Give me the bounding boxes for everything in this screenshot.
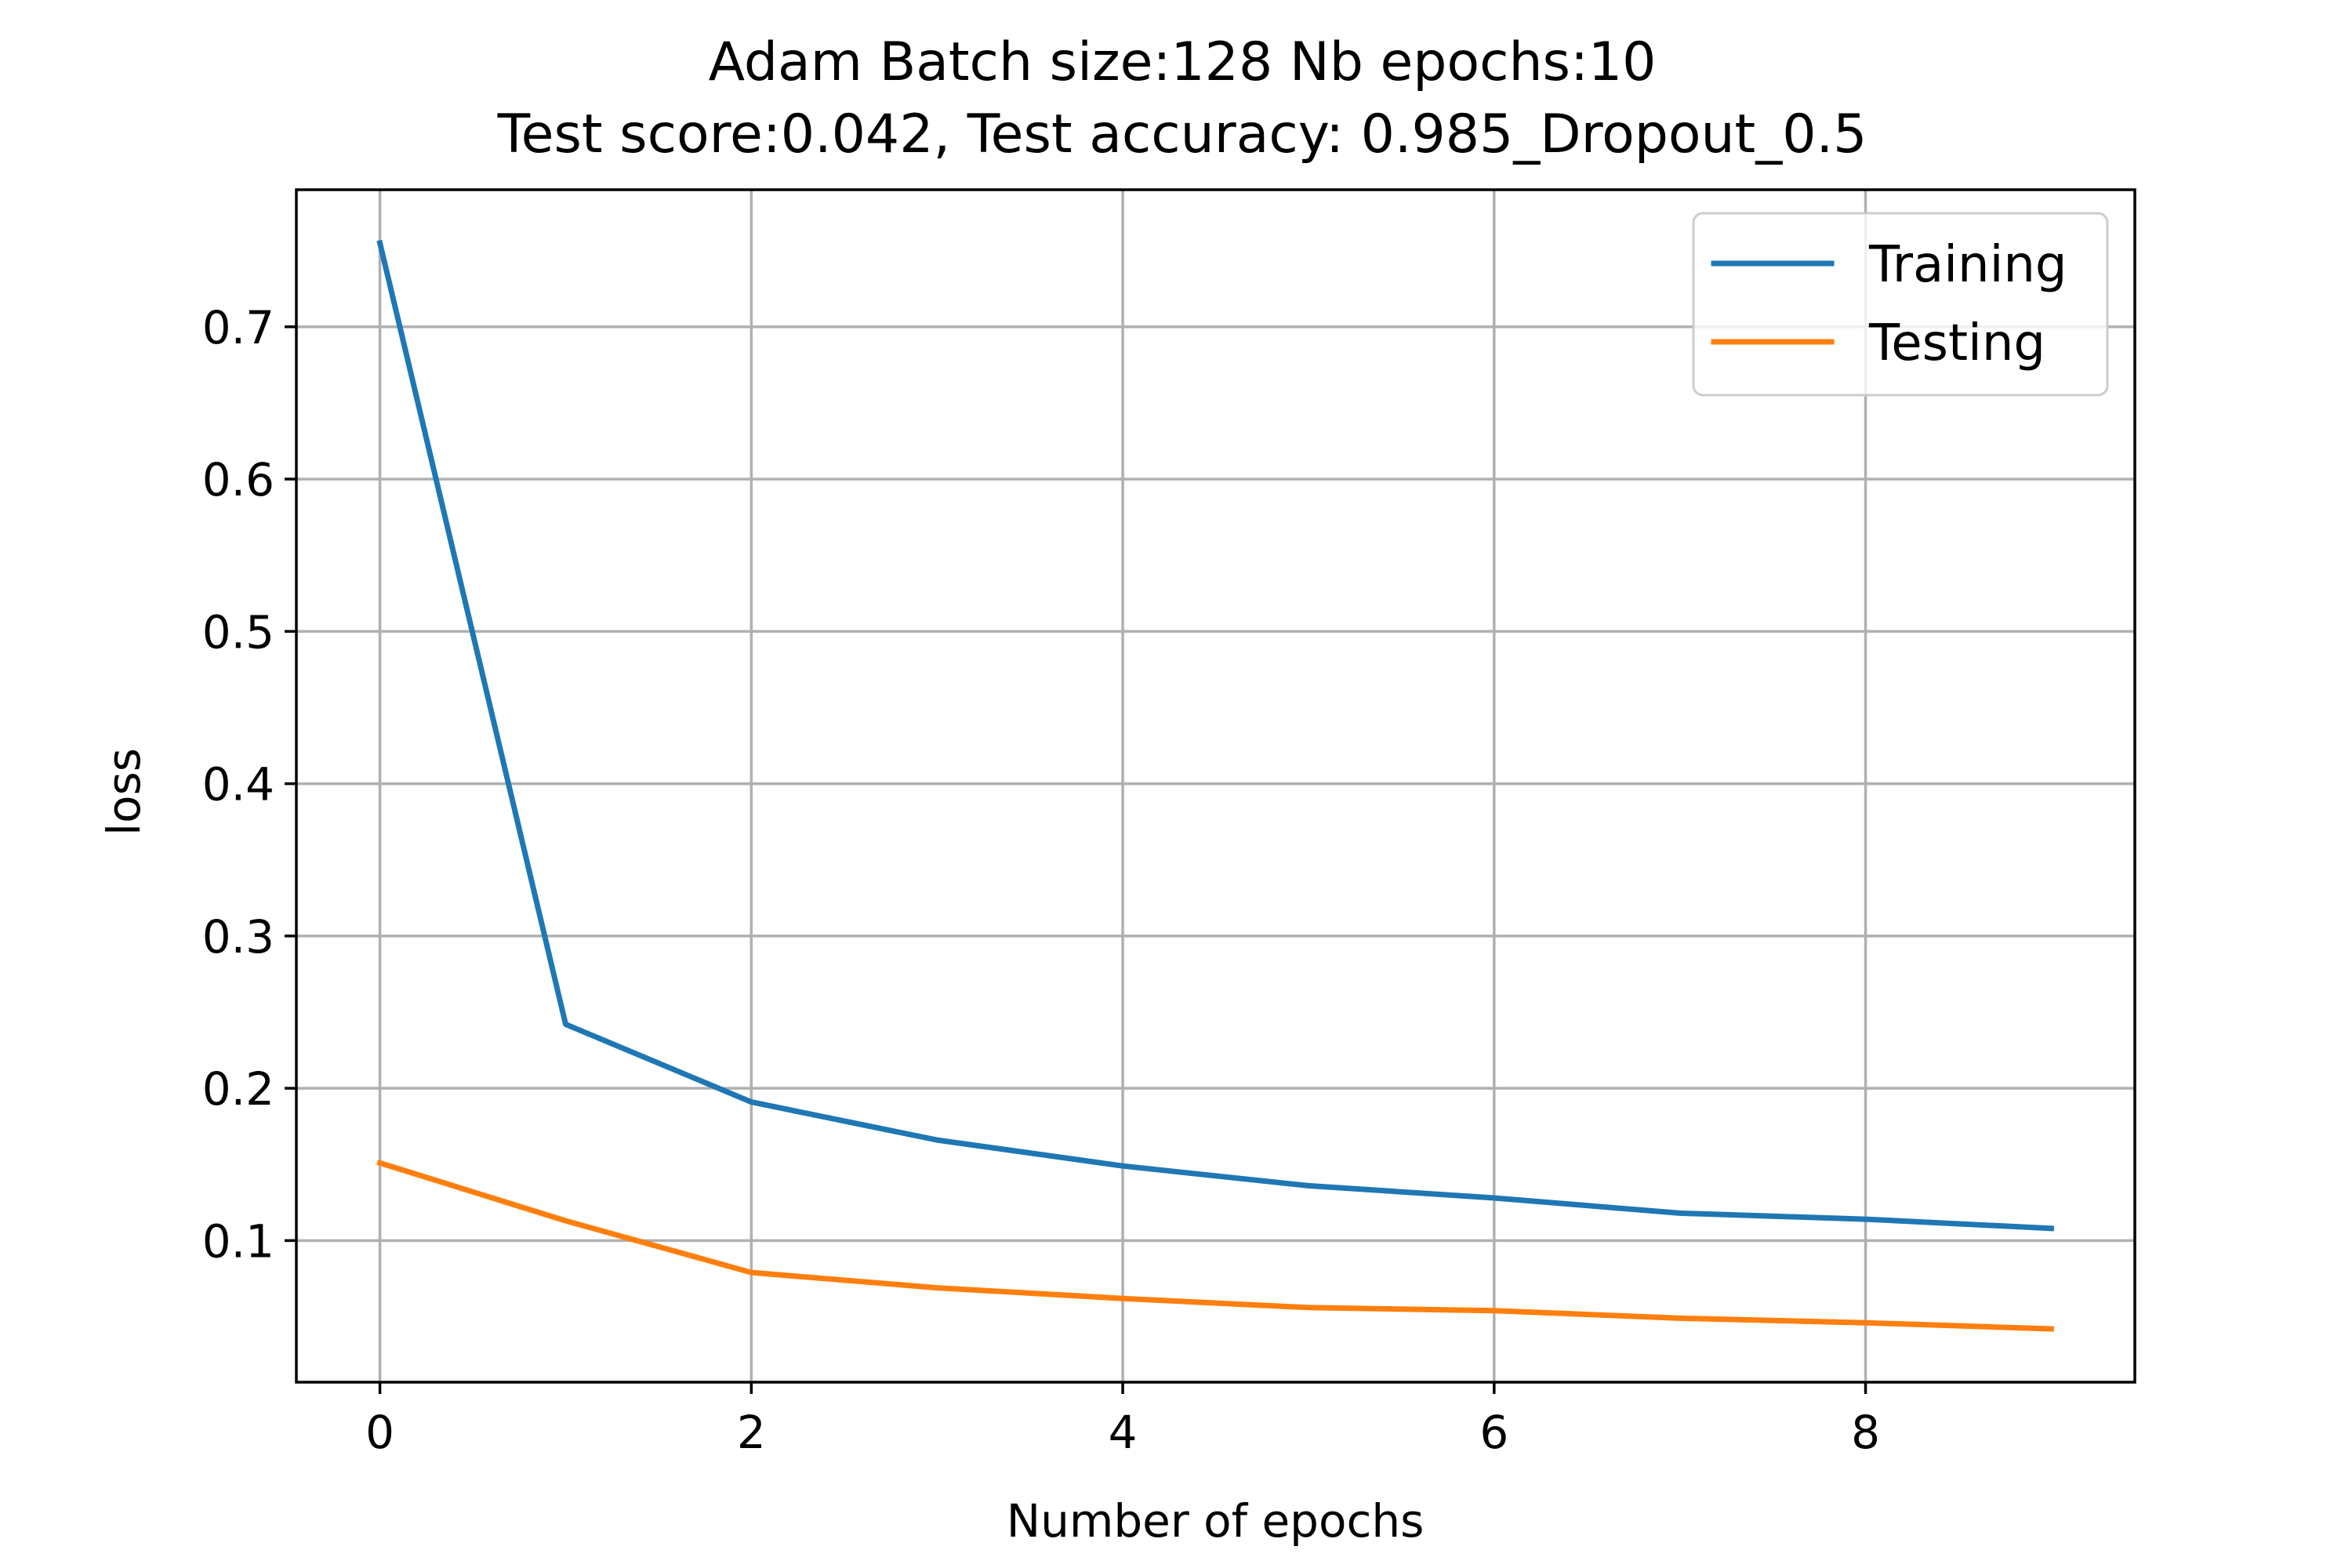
y-tick-label: 0.4	[202, 758, 274, 811]
y-tick-label: 0.1	[202, 1214, 274, 1268]
y-tick-label: 0.2	[202, 1062, 274, 1116]
y-axis: 0.1 0.2 0.3 0.4 0.5 0.6 0.7	[202, 301, 296, 1268]
chart-title-line-1: Adam Batch size:128 Nb epochs:10	[709, 31, 1657, 93]
legend-label-training: Training	[1868, 236, 2067, 294]
x-tick-label: 6	[1479, 1406, 1508, 1459]
series-line-testing	[376, 1159, 2055, 1332]
legend-box	[1692, 212, 2109, 397]
y-tick-label: 0.3	[202, 910, 274, 964]
x-axis-label: Number of epochs	[1007, 1494, 1425, 1548]
y-tick-label: 0.5	[202, 605, 274, 659]
x-tick-label: 4	[1109, 1406, 1138, 1459]
x-tick-label: 2	[737, 1406, 766, 1459]
x-axis: 0 2 4 6 8	[365, 1382, 1880, 1459]
x-tick-label: 0	[365, 1406, 394, 1459]
plot-area-frame	[295, 188, 2136, 1384]
x-tick-label: 8	[1851, 1406, 1880, 1459]
y-tick-label: 0.6	[202, 453, 274, 506]
grid-lines	[296, 190, 2135, 1382]
series-lines	[376, 239, 2055, 1332]
legend: Training Testing	[1692, 212, 2109, 397]
y-tick-label: 0.7	[202, 301, 274, 354]
y-axis-label: loss	[97, 748, 151, 836]
series-line-training	[376, 239, 2055, 1232]
legend-label-testing: Testing	[1868, 314, 2045, 372]
chart-title-line-2: Test score:0.042, Test accuracy: 0.985_D…	[497, 103, 1867, 165]
